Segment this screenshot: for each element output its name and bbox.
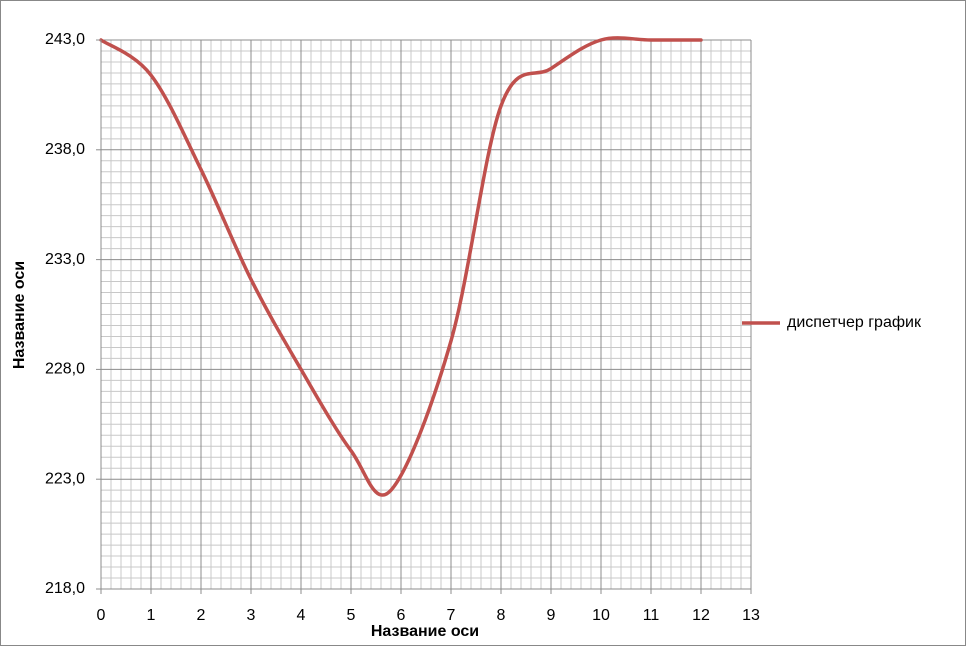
x-tick-label: 9 [547,607,556,624]
x-tick-label: 2 [197,607,206,624]
y-tick-label: 233,0 [45,251,85,268]
plot [99,36,703,497]
y-axis-title: Название оси [11,261,28,369]
x-tick-label: 7 [447,607,456,624]
x-tick-label: 12 [692,607,710,624]
x-tick-label: 10 [592,607,610,624]
x-tick-label: 13 [742,607,760,624]
x-tick-label: 5 [347,607,356,624]
x-tick-label: 1 [147,607,156,624]
legend-label: диспетчер график [787,314,922,331]
x-tick-label: 11 [643,607,660,624]
y-tick-label: 243,0 [45,31,85,48]
y-tick-label: 223,0 [45,470,85,487]
x-tick-label: 6 [397,607,406,624]
x-tick-label: 3 [247,607,256,624]
y-tick-label: 228,0 [45,361,85,378]
line-series [99,36,703,497]
x-tick-label: 4 [297,607,306,624]
y-tick-label: 218,0 [45,580,85,597]
x-tick-label: 8 [497,607,506,624]
grid [100,39,752,590]
x-tick-label: 0 [97,607,106,624]
x-axis-title: Название оси [371,623,479,640]
y-tick-label: 238,0 [45,141,85,158]
